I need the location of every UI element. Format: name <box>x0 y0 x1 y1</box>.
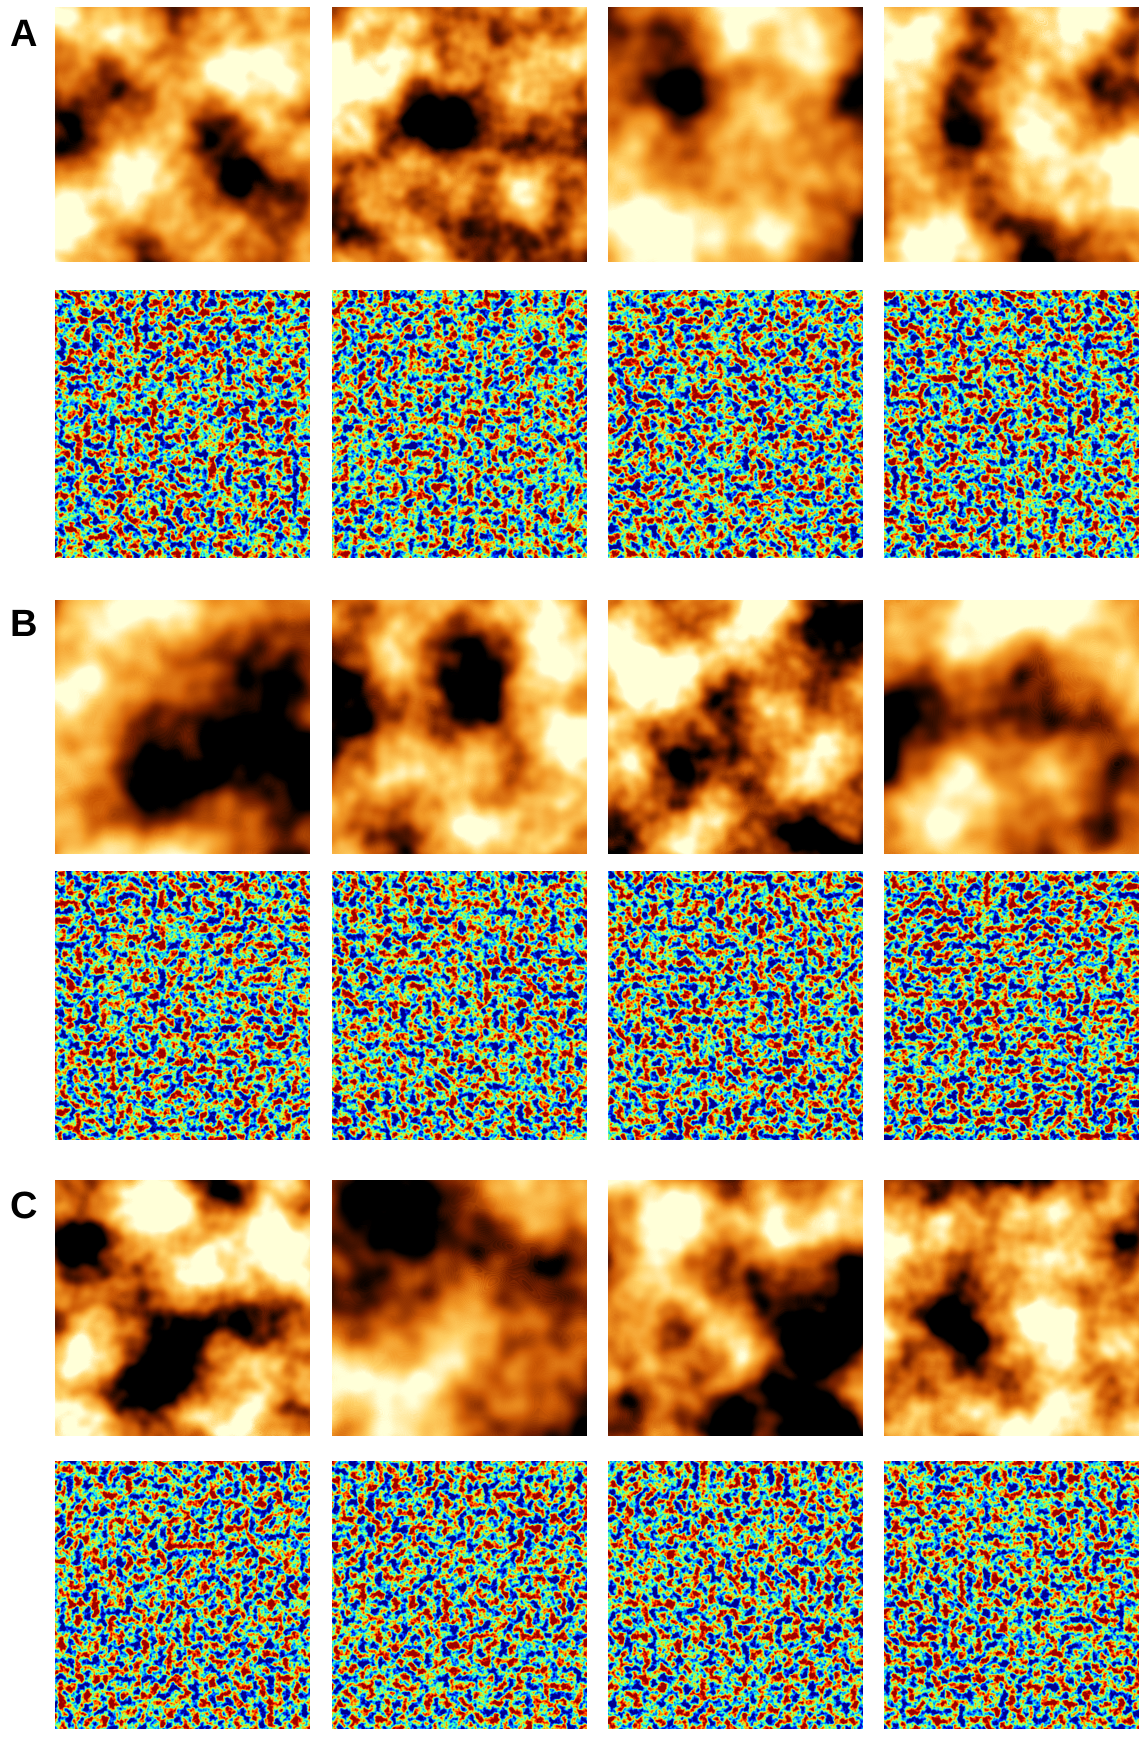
topography-image <box>55 1180 310 1436</box>
panel-label: C <box>10 1185 37 1227</box>
property-map <box>608 871 863 1140</box>
topography-image <box>884 7 1139 262</box>
property-map <box>332 1461 587 1729</box>
topography-image <box>55 7 310 262</box>
property-map <box>55 290 310 558</box>
property-map <box>55 1461 310 1729</box>
topography-image <box>884 1180 1139 1436</box>
property-map <box>332 871 587 1140</box>
topography-image <box>608 7 863 262</box>
property-map <box>608 1461 863 1729</box>
topography-image <box>55 600 310 854</box>
topography-image <box>608 1180 863 1436</box>
panel-label: B <box>10 603 37 645</box>
topography-image <box>332 7 587 262</box>
panel-label: A <box>10 13 37 55</box>
topography-image <box>332 600 587 854</box>
topography-image <box>608 600 863 854</box>
property-map <box>55 871 310 1140</box>
property-map <box>608 290 863 558</box>
topography-image <box>884 600 1139 854</box>
topography-image <box>332 1180 587 1436</box>
property-map <box>884 871 1139 1140</box>
property-map <box>884 1461 1139 1729</box>
property-map <box>332 290 587 558</box>
property-map <box>884 290 1139 558</box>
